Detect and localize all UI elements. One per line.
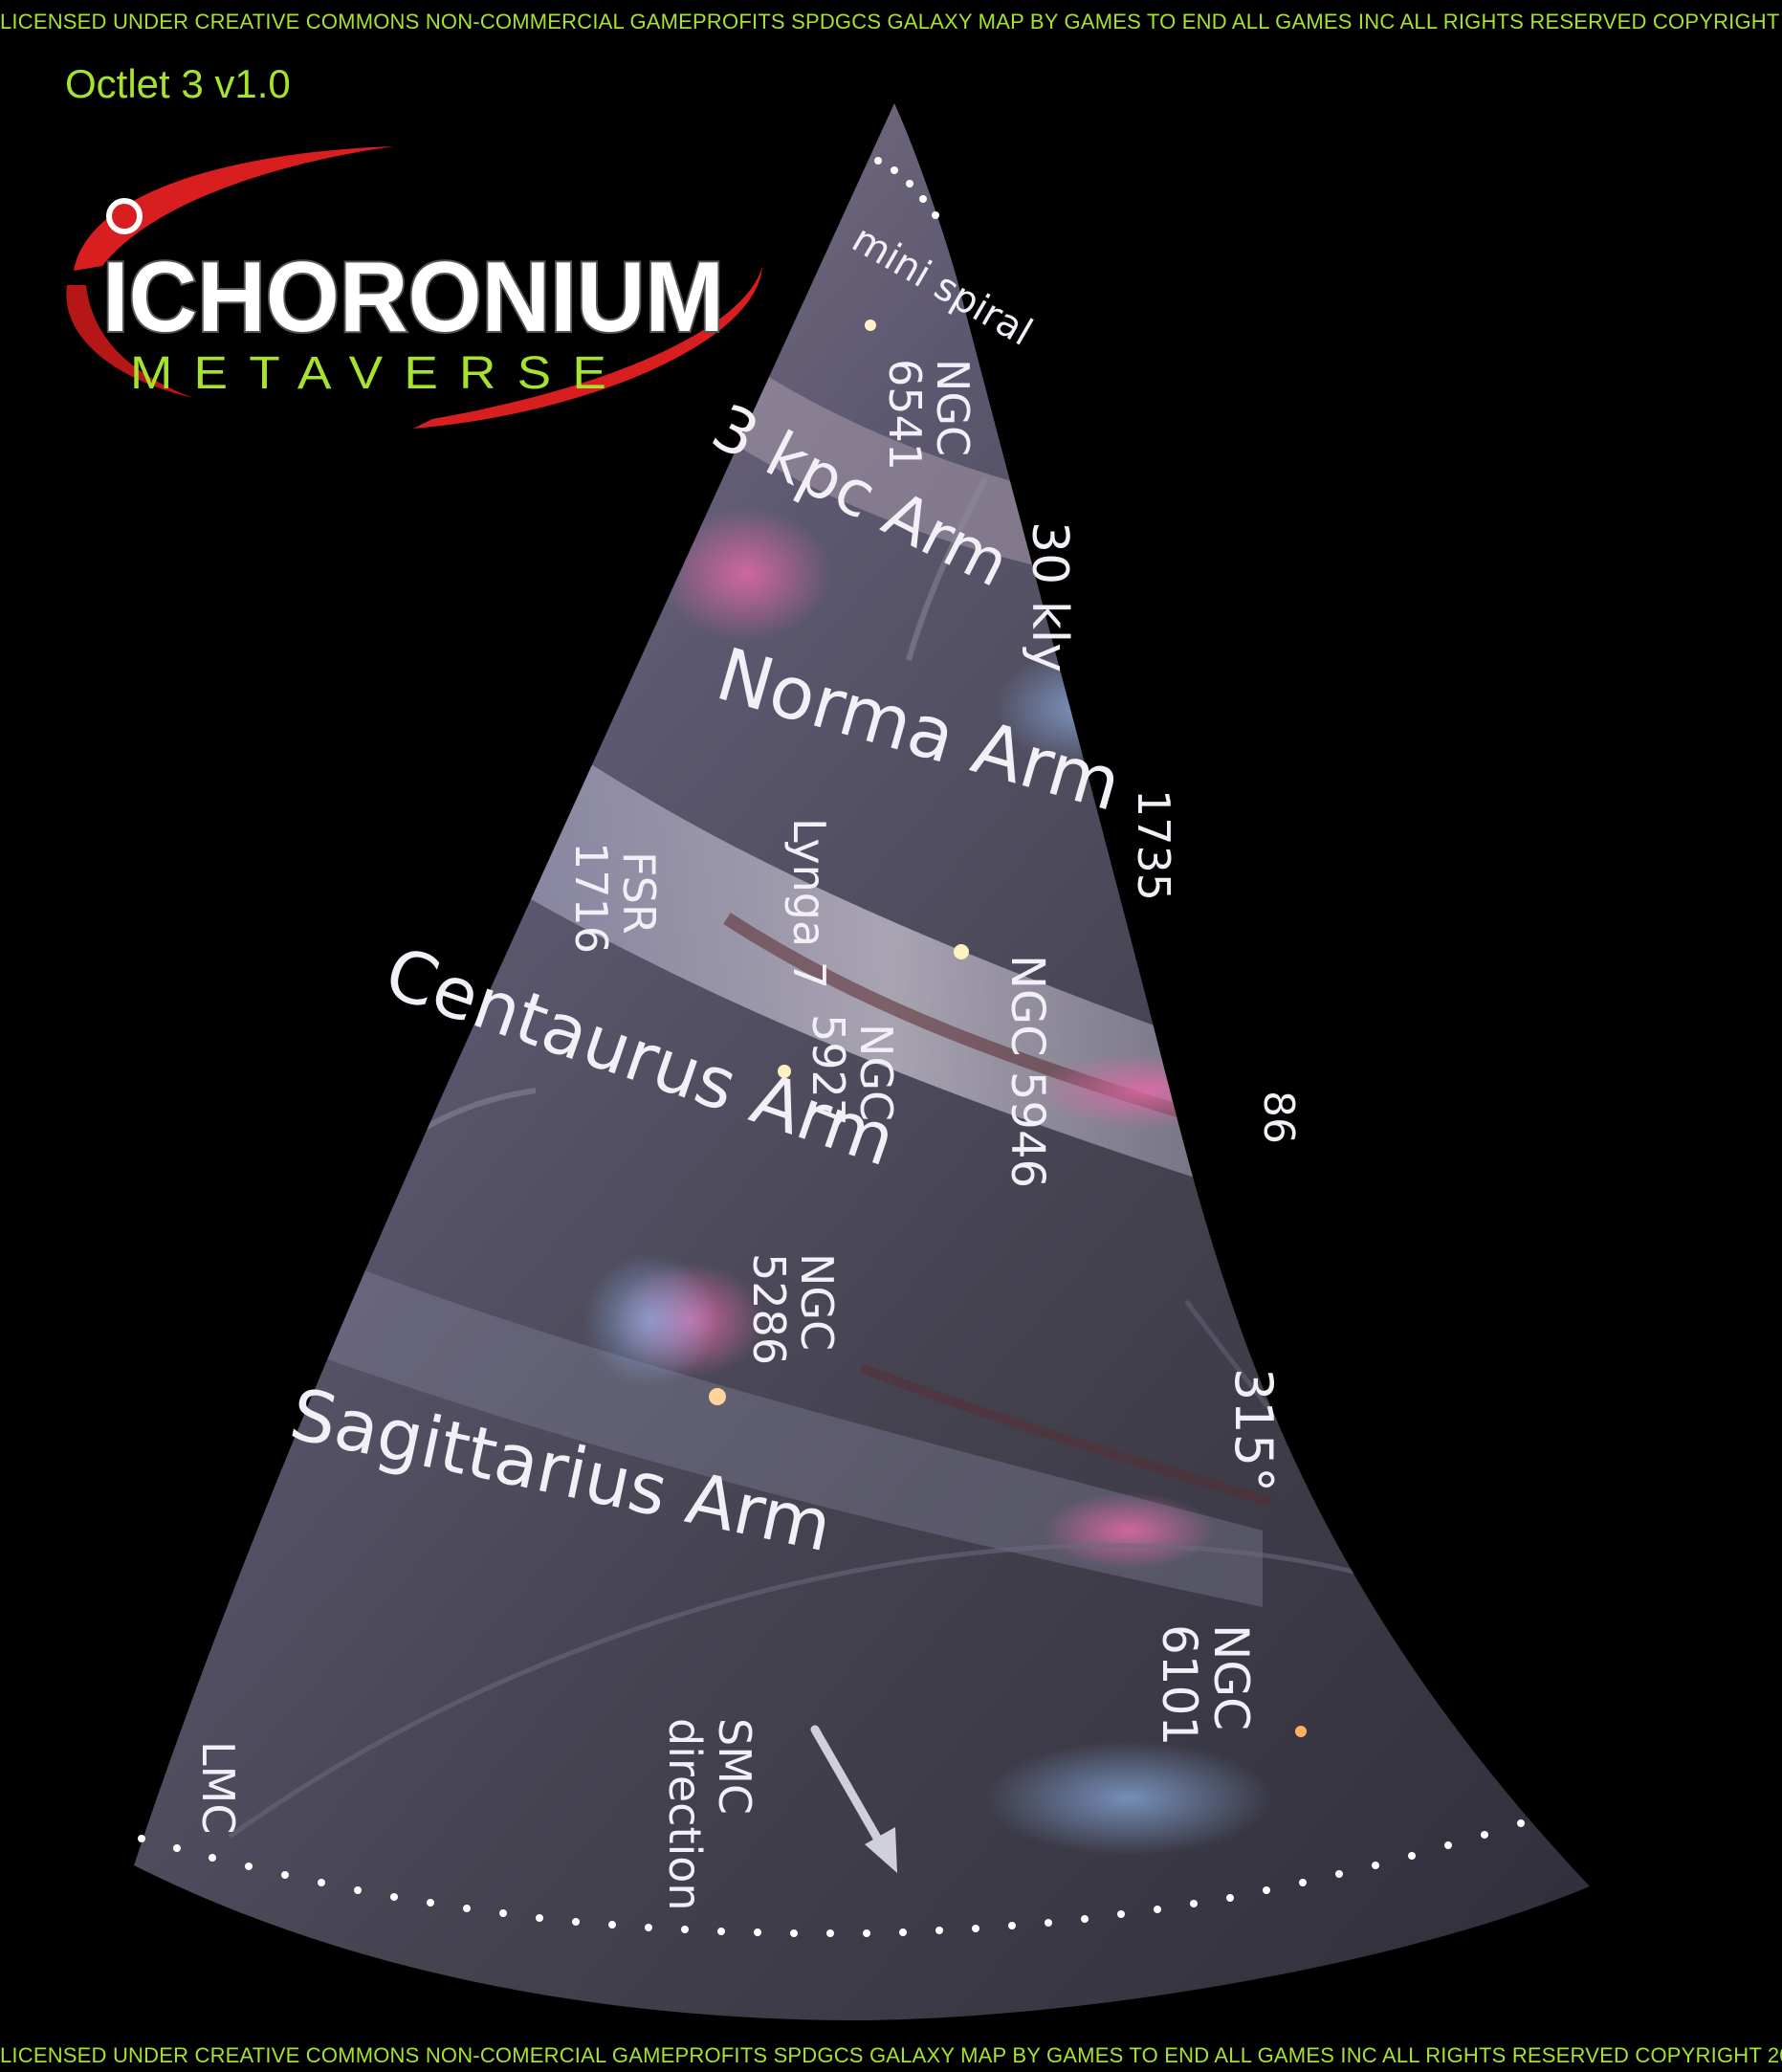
cluster-lynga7-label: Lynga 7 <box>783 818 835 989</box>
cluster-ngc1735-number: 1735 <box>1128 789 1179 901</box>
cluster-ngc6541-name: NGC <box>927 359 979 456</box>
cluster-ngc6541-number: 6541 <box>879 359 931 471</box>
logo-subtitle: METAVERSE <box>130 348 627 399</box>
cluster-ngc5286-name: NGC <box>791 1253 843 1351</box>
smc-direction-arrow-icon <box>810 1725 897 1873</box>
cluster-fsr1716-number: 1716 <box>565 842 617 954</box>
cluster-ngc6101-number: 6101 <box>1152 1624 1207 1746</box>
cluster-ngc5946-label: NGC 5946 <box>1001 955 1054 1188</box>
angle-label: 315° <box>1223 1368 1284 1492</box>
cluster-ngc5927-number: 5927 <box>803 1014 854 1126</box>
distance-label: 30 kly <box>1021 521 1078 672</box>
cluster-ngc5286-number: 5286 <box>743 1253 795 1365</box>
logo-dot-icon <box>106 198 143 234</box>
cluster-ngc5927-name: NGC <box>850 1024 902 1121</box>
cluster-fsr1716-name: FSR <box>613 851 665 935</box>
ichoronium-metaverse-logo: ICHORONIUM METAVERSE <box>66 146 762 429</box>
logo-red-swoosh-lower <box>413 266 762 429</box>
cluster-edge-86: 86 <box>1254 1091 1303 1144</box>
smc-direction-name: SMC <box>709 1718 760 1815</box>
dotted-boundary-arc <box>138 1819 1525 1937</box>
version-label: Octlet 3 v1.0 <box>65 61 291 106</box>
license-banner-top: LICENSED UNDER CREATIVE COMMONS NON-COMM… <box>0 10 1782 33</box>
license-banner-bottom: LICENSED UNDER CREATIVE COMMONS NON-COME… <box>0 2043 1782 2067</box>
cluster-ngc6101-name: NGC <box>1203 1624 1259 1730</box>
dotted-mini-spiral-arc <box>874 157 939 219</box>
logo-red-arc-left <box>66 285 193 398</box>
logo-title: ICHORONIUM <box>102 242 724 353</box>
lmc-direction-label: LMC <box>192 1741 244 1834</box>
smc-direction-word: direction <box>659 1718 711 1911</box>
